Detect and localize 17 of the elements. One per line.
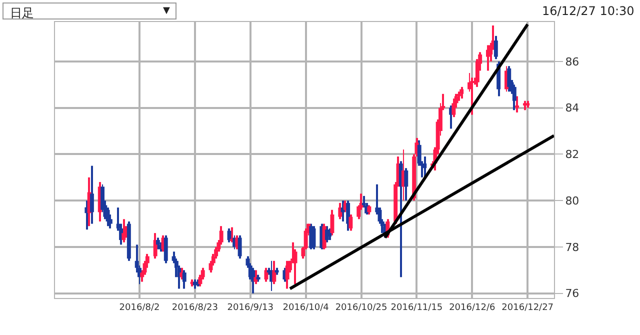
text: 16/12/27 10:30	[542, 4, 634, 18]
y-tick-label: 78	[565, 240, 580, 254]
y-tick-label: 76	[565, 287, 580, 300]
x-tick-label: 2016/9/13	[227, 302, 274, 313]
x-tick-label: 2016/10/4	[282, 302, 330, 313]
text: ▼	[163, 6, 170, 16]
x-tick-label: 2016/10/25	[335, 302, 388, 313]
x-tick-label: 2016/12/27	[502, 302, 554, 313]
x-tick-label: 2016/11/15	[390, 302, 443, 313]
y-tick-label: 82	[565, 148, 580, 162]
y-tick-label: 86	[565, 55, 580, 68]
text: 日足	[10, 6, 34, 20]
x-tick-label: 2016/12/6	[449, 302, 496, 313]
x-tick-label: 2016/8/23	[172, 302, 218, 313]
y-tick-label: 84	[565, 102, 580, 115]
y-tick-label: 80	[565, 194, 580, 208]
x-tick-label: 2016/8/2	[119, 302, 160, 313]
